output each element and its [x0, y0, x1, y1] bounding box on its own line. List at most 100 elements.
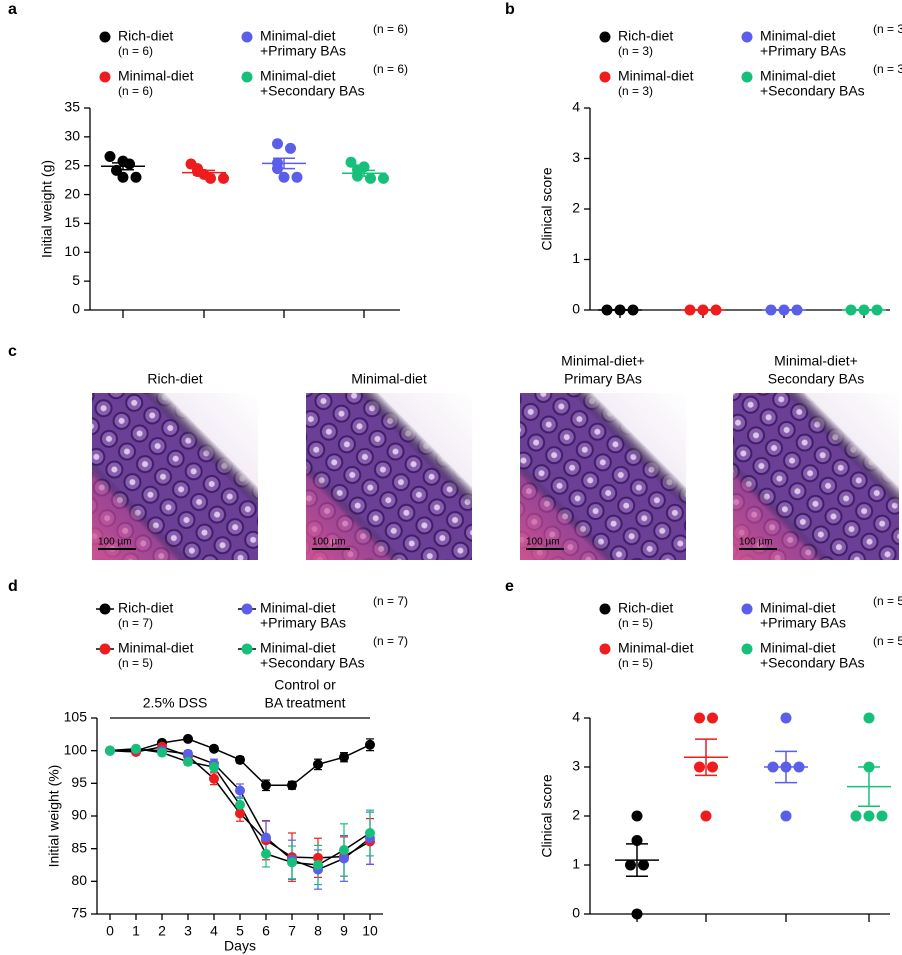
scale-bar-label: 100 µm [526, 537, 560, 548]
data-point [313, 860, 323, 870]
legend-marker [241, 643, 253, 655]
data-point [707, 712, 718, 724]
data-point [694, 712, 705, 724]
legend-marker [99, 31, 111, 43]
legend-label: Minimal-diet [260, 640, 336, 656]
x-axis-label: Days [224, 938, 256, 954]
data-point [313, 759, 323, 770]
data-point [638, 859, 649, 871]
y-tick-label: 3 [572, 758, 580, 774]
data-point [780, 712, 792, 724]
image-title: Minimal-diet+ [561, 353, 645, 369]
legend-note: (n = 5) [873, 634, 902, 648]
legend-note: (n = 5) [618, 656, 653, 670]
legend-note: (n = 3) [618, 84, 653, 98]
scale-bar-label: 100 µm [312, 537, 346, 548]
data-point [130, 171, 142, 183]
data-point [183, 733, 193, 744]
x-tick-label: 9 [340, 923, 348, 939]
x-tick-label: 6 [262, 923, 270, 939]
y-tick-label: 2 [572, 807, 580, 823]
data-point [278, 171, 290, 183]
data-point [261, 780, 271, 791]
y-tick-label: 5 [72, 272, 80, 288]
y-tick-label: 25 [64, 156, 80, 172]
legend-label: +Primary BAs [260, 615, 346, 631]
legend-note: (n = 5) [873, 594, 902, 608]
legend-note: (n = 7) [118, 616, 153, 630]
data-point [272, 138, 283, 150]
x-tick-label: 2 [158, 923, 166, 939]
x-tick-label: 0 [106, 923, 114, 939]
y-tick-label: 1 [572, 250, 580, 266]
histology-overlay [733, 393, 899, 560]
data-point [104, 150, 116, 162]
data-point [780, 810, 792, 822]
legend-label: Minimal-diet [118, 68, 194, 84]
histology-overlay [520, 393, 686, 560]
data-point [285, 142, 296, 154]
image-title: Rich-diet [147, 371, 202, 387]
data-point [124, 158, 135, 170]
legend-marker [241, 71, 253, 83]
data-point [117, 171, 129, 183]
legend-note: (n = 7) [373, 634, 408, 648]
data-point [365, 827, 375, 838]
annotation: 2.5% DSS [143, 695, 208, 711]
y-axis-label: Initial weight (%) [46, 765, 62, 868]
y-tick-label: 30 [64, 128, 80, 144]
legend-note: (n = 6) [373, 22, 408, 36]
data-point [863, 810, 875, 822]
legend-label: Minimal-diet [760, 28, 836, 44]
y-tick-label: 10 [64, 243, 80, 259]
legend-label: +Secondary BAs [760, 83, 865, 99]
panel-label: e [505, 578, 514, 595]
legend-note: (n = 3) [873, 62, 902, 76]
data-point [287, 780, 297, 791]
y-axis-label: Initial weight (g) [39, 160, 55, 258]
legend-note: (n = 6) [118, 44, 153, 58]
legend-label: +Secondary BAs [260, 83, 365, 99]
legend-label: Minimal-diet [618, 68, 694, 84]
data-point [339, 844, 349, 855]
y-tick-label: 4 [572, 99, 580, 115]
annotation: BA treatment [265, 695, 346, 711]
legend-marker [99, 643, 111, 655]
legend-note: (n = 7) [373, 594, 408, 608]
panel-label: b [505, 1, 515, 18]
legend-label: Rich-diet [118, 28, 173, 44]
data-point [631, 810, 643, 822]
x-tick-label: 4 [210, 923, 218, 939]
histology-overlay [92, 393, 258, 560]
y-tick-label: 100 [64, 741, 88, 757]
data-point [261, 848, 271, 859]
legend-marker [599, 71, 611, 83]
legend-note: (n = 5) [618, 616, 653, 630]
legend-marker [741, 643, 753, 655]
data-point [345, 156, 357, 168]
legend-label: Rich-diet [118, 600, 173, 616]
data-point [209, 762, 219, 772]
y-tick-label: 0 [72, 301, 80, 317]
y-tick-label: 4 [572, 709, 580, 725]
legend-marker [741, 31, 753, 43]
legend-label: +Primary BAs [760, 43, 846, 59]
y-tick-label: 0 [572, 301, 580, 317]
legend-marker [99, 71, 111, 83]
histology-overlay [306, 393, 472, 560]
scale-bar-label: 100 µm [739, 537, 773, 548]
data-point [235, 785, 245, 796]
legend-note: (n = 5) [118, 656, 153, 670]
data-point [378, 172, 389, 184]
x-tick-label: 1 [132, 923, 140, 939]
y-tick-label: 75 [71, 905, 87, 921]
legend-label: +Primary BAs [760, 615, 846, 631]
data-point [876, 810, 888, 822]
x-tick-label: 3 [184, 923, 192, 939]
y-tick-label: 95 [71, 774, 87, 790]
data-point [183, 748, 193, 759]
x-tick-label: 8 [314, 923, 322, 939]
data-point [365, 739, 375, 750]
legend-marker [599, 31, 611, 43]
